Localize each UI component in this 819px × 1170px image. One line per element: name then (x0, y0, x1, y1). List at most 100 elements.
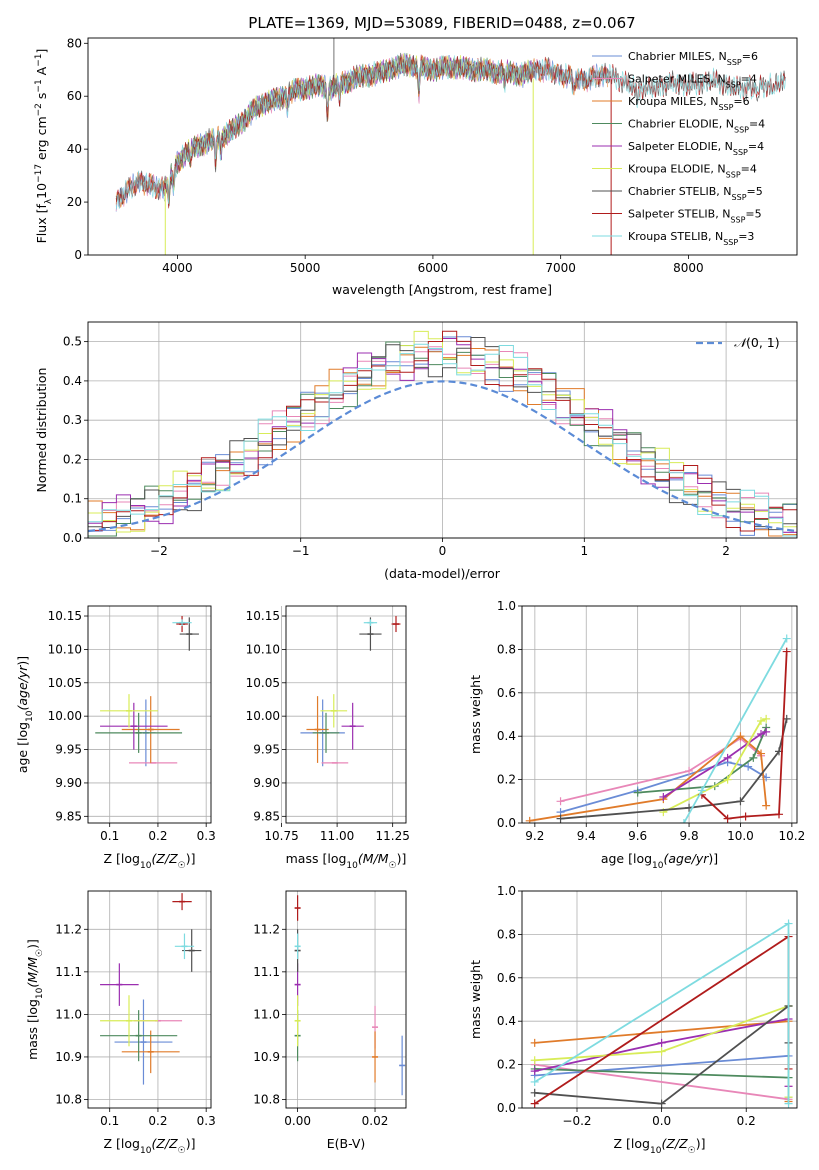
plot-area (300, 616, 401, 767)
x-tick-label: 9.6 (628, 829, 647, 843)
x-tick-label: −1 (292, 544, 310, 558)
x-tick-label: 0.1 (100, 1114, 119, 1128)
series-kroupa-stelib (679, 634, 791, 823)
histogram-salpeter-stelib (88, 330, 797, 538)
series-kroupa-stelib (530, 919, 793, 1108)
errorbar-kroupa-elodie (100, 995, 158, 1047)
y-tick-label: 0.3 (63, 413, 82, 427)
panel-mass-vs-z: 0.1 0.2 0.3 10.8 10.9 11.0 11.1 11.2 Z [log10(Z/… (25, 890, 216, 1156)
errorbar-chabrier-miles (399, 1035, 406, 1096)
errorbar-salpeter-elodie (341, 702, 364, 750)
y-tick-label: 10.10 (246, 642, 280, 656)
spectrum-line-kroupa-stelib (115, 54, 786, 210)
y-tick-label: 1.0 (497, 599, 516, 613)
marker (657, 1038, 666, 1047)
y-tick-label: 10.05 (48, 676, 82, 690)
panel-mass-vs-ebv: 0.00 0.02 10.8 10.9 11.0 11.1 11.2 E(B-V) (253, 890, 407, 1151)
y-tick-label: 10.10 (48, 642, 82, 656)
errorbar-chabrier-elodie (100, 1010, 178, 1062)
y-tick-label: 0.4 (497, 1014, 516, 1028)
x-tick-label: −2 (150, 544, 168, 558)
y-axis-label: mass weight (468, 675, 483, 754)
y-tick-label: 1.0 (497, 884, 516, 898)
errorbar-kroupa-stelib (363, 619, 378, 627)
marker (556, 814, 565, 823)
y-tick-label: 0.2 (63, 452, 82, 466)
x-tick-label: 0.1 (100, 829, 119, 843)
legend-label-kroupa-elodie: Kroupa ELODIE, NSSP=4 (628, 163, 757, 180)
plot-area (115, 38, 786, 255)
plot-area (525, 634, 791, 823)
legend-label-kroupa-stelib: Kroupa STELIB, NSSP=3 (628, 230, 754, 247)
normal-curve (88, 380, 797, 533)
marker (782, 647, 791, 656)
x-tick-label: −0.2 (562, 1114, 591, 1128)
y-tick-label: 11.0 (253, 1007, 280, 1021)
y-tick-label: 9.95 (55, 743, 82, 757)
y-tick-label: 10.00 (48, 709, 82, 723)
marker (723, 775, 732, 784)
marker (736, 732, 745, 741)
y-tick-label: 10.8 (55, 1092, 82, 1106)
errorbar-kroupa-stelib (174, 933, 195, 960)
marker (744, 762, 753, 771)
y-tick-label: 11.2 (253, 922, 280, 936)
x-axis-label: (data-model)/error (384, 566, 501, 581)
x-tick-label: 7000 (545, 261, 576, 275)
legend-label-salpeter-miles: Salpeter MILES, NSSP=4 (628, 73, 757, 90)
legend-label-salpeter-elodie: Salpeter ELODIE, NSSP=4 (628, 140, 764, 157)
y-tick-label: 0.5 (63, 335, 82, 349)
x-tick-label: 11.00 (320, 829, 354, 843)
marker (530, 1077, 539, 1086)
y-tick-label: 0.0 (497, 816, 516, 830)
y-tick-label: 60 (67, 89, 82, 103)
axes-frame (521, 605, 798, 824)
axes-frame (285, 890, 407, 1109)
axes-frame (87, 321, 798, 539)
errorbar-kroupa-stelib (172, 619, 192, 627)
y-tick-label: 9.90 (253, 776, 280, 790)
histogram-kroupa-stelib (88, 343, 797, 538)
marker (762, 727, 771, 736)
x-axis-label: Z [log10(Z/Z☉)] (614, 1136, 706, 1156)
y-tick-label: 10.15 (48, 609, 82, 623)
errorbar-kroupa-elodie (100, 694, 158, 728)
x-axis-label: mass [log10(M/M☉)] (286, 851, 407, 871)
errorbar-chabrier-stelib (182, 929, 202, 972)
figure-title: PLATE=1369, MJD=53089, FIBERID=0488, z=0… (248, 14, 635, 32)
panel-age-vs-mass: 10.75 11.00 11.25 9.85 9.90 9.95 10.00 10.05 10.… (246, 605, 410, 871)
y-tick-label: 0.0 (497, 1101, 516, 1115)
errorbar-chabrier-elodie (312, 712, 340, 753)
y-tick-label: 0.4 (497, 729, 516, 743)
x-tick-label: 1 (580, 544, 588, 558)
marker (633, 788, 642, 797)
y-tick-label: 10.9 (253, 1050, 280, 1064)
axes-frame (87, 37, 798, 256)
panel-residuals: −2 −1 0 1 2 0.0 0.1 0.2 0.3 0.4 0.5 𝒩(0, 1) (data-mo… (34, 321, 798, 581)
x-tick-label: 9.2 (525, 829, 544, 843)
marker (679, 819, 688, 823)
axes-frame (521, 890, 798, 1109)
x-tick-label: 9.8 (680, 829, 699, 843)
y-tick-label: 10.00 (246, 709, 280, 723)
marker (736, 797, 745, 806)
y-tick-label: 0.6 (497, 686, 516, 700)
legend-label-chabrier-miles: Chabrier MILES, NSSP=6 (628, 50, 758, 67)
y-tick-label: 10.15 (246, 609, 280, 623)
x-tick-label: 0.2 (737, 1114, 756, 1128)
x-axis-label: wavelength [Angstrom, rest frame] (332, 282, 552, 297)
errorbar-kroupa-miles (121, 1030, 180, 1074)
x-tick-label: 6000 (418, 261, 449, 275)
marker (697, 786, 706, 795)
y-axis-label: age [log10(age/yr)] (15, 656, 35, 773)
x-tick-label: 10.75 (264, 829, 298, 843)
y-tick-label: 0.6 (497, 971, 516, 985)
series-kroupa-elodie (659, 714, 771, 817)
y-tick-label: 20 (67, 195, 82, 209)
y-tick-label: 0.8 (497, 642, 516, 656)
marker (757, 730, 766, 739)
marker (659, 792, 668, 801)
y-tick-label: 40 (67, 142, 82, 156)
plot-area (100, 893, 202, 1085)
errorbar-kroupa-miles (121, 696, 180, 763)
